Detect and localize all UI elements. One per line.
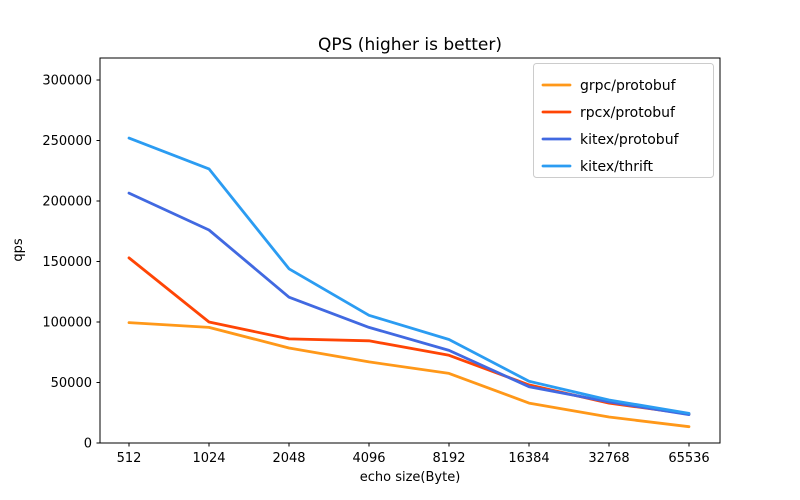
y-tick-label: 300000	[42, 74, 92, 89]
x-tick-label: 16384	[508, 451, 549, 466]
x-tick-label: 65536	[668, 451, 709, 466]
y-tick-label: 150000	[42, 255, 92, 270]
legend-item-label: rpcx/protobuf	[580, 105, 676, 121]
series-line-grpc-protobuf	[127, 321, 691, 429]
legend-item: kitex/thrift	[541, 159, 654, 175]
y-tick-label: 250000	[42, 134, 92, 149]
x-tick-label: 32768	[588, 451, 629, 466]
y-tick-label: 0	[84, 437, 92, 452]
legend-item-label: grpc/protobuf	[580, 78, 677, 94]
x-tick-label: 4096	[352, 451, 385, 466]
y-tick-label: 200000	[42, 195, 92, 210]
series-line-rpcx-protobuf	[127, 256, 691, 416]
legend-item: rpcx/protobuf	[541, 105, 676, 121]
y-axis-label: qps	[11, 238, 26, 262]
legend-box	[533, 63, 714, 178]
x-tick-label: 2048	[272, 451, 305, 466]
legend-item-label: kitex/protobuf	[580, 132, 680, 148]
axes-layer: 0 50000 100000 150000 200000 250000 300000 512 1…	[42, 57, 721, 466]
series-line-kitex-thrift	[127, 136, 691, 415]
legend-item: grpc/protobuf	[541, 78, 677, 94]
y-tick-label: 100000	[42, 316, 92, 331]
x-tick-label: 1024	[192, 451, 225, 466]
series-layer	[127, 136, 691, 429]
x-tick-label: 8192	[432, 451, 465, 466]
chart-title: QPS (higher is better)	[318, 35, 502, 55]
series-line-kitex-protobuf	[127, 191, 691, 417]
legend-item: kitex/protobuf	[541, 132, 680, 148]
legend-item-label: kitex/thrift	[580, 159, 654, 175]
legend: grpc/protobuf rpcx/protobuf kitex/protobuf…	[533, 63, 714, 178]
y-tick-label: 50000	[51, 376, 92, 391]
x-tick-label: 512	[117, 451, 142, 466]
plot-area	[99, 57, 721, 444]
x-axis-label: echo size(Byte)	[360, 470, 461, 485]
